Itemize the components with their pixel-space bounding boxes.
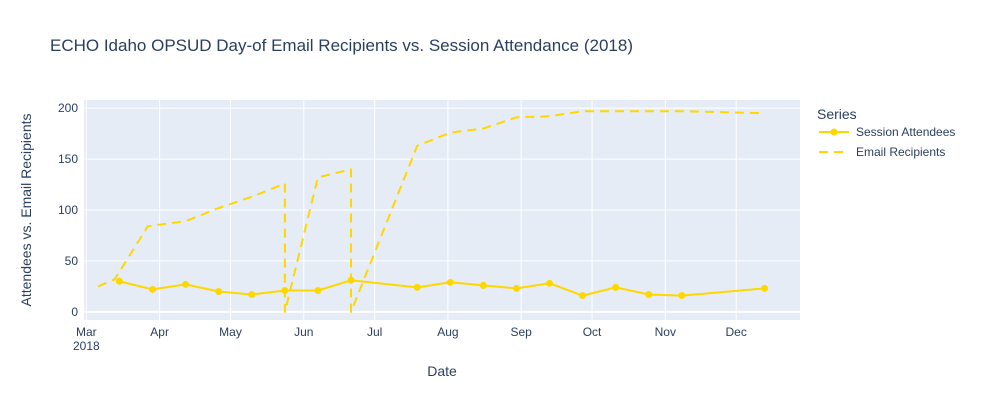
data-point <box>512 284 520 292</box>
y-tick-label: 50 <box>65 254 79 268</box>
grid <box>84 100 800 320</box>
data-point <box>761 284 769 292</box>
x-tick-label: Dec <box>726 325 747 339</box>
legend[interactable]: Series Session Attendees Email Recipients <box>817 106 955 159</box>
data-point <box>413 283 421 291</box>
data-point <box>645 291 653 299</box>
x-tick-sublabel: 2018 <box>73 339 100 353</box>
x-tick-label: Apr <box>150 325 169 339</box>
x-tick-label: Sep <box>510 325 532 339</box>
x-tick-label: Jul <box>367 325 382 339</box>
data-point <box>182 280 190 288</box>
data-point <box>248 291 256 299</box>
legend-swatch-marker <box>830 128 838 136</box>
legend-title: Series <box>817 106 857 122</box>
data-point <box>612 283 620 291</box>
legend-item[interactable]: Email Recipients <box>819 145 945 159</box>
series-line-0 <box>119 279 765 297</box>
data-point <box>479 281 487 289</box>
y-tick-label: 200 <box>58 101 78 115</box>
series-layer <box>97 110 769 313</box>
y-tick-label: 150 <box>58 152 78 166</box>
data-point <box>314 286 322 294</box>
y-axis-ticks: 0 50 100 150 200 <box>58 101 78 319</box>
x-tick-label: Aug <box>437 325 458 339</box>
x-tick-label: Jun <box>294 325 313 339</box>
data-point <box>115 277 123 285</box>
data-point <box>678 292 686 300</box>
chart-title: ECHO Idaho OPSUD Day-of Email Recipients… <box>50 36 633 55</box>
legend-label: Session Attendees <box>856 125 955 139</box>
x-tick-label: May <box>219 325 242 339</box>
x-tick-label: Nov <box>655 325 676 339</box>
legend-item[interactable]: Session Attendees <box>819 125 955 139</box>
x-tick-label: Oct <box>583 325 602 339</box>
legend-label: Email Recipients <box>856 145 945 159</box>
y-tick-label: 0 <box>71 305 78 319</box>
data-point <box>579 292 587 300</box>
data-point <box>215 287 223 295</box>
data-point <box>546 279 554 287</box>
series-line-1 <box>97 110 765 313</box>
x-tick-label: Mar <box>76 325 97 339</box>
x-axis-title: Date <box>427 363 457 379</box>
y-tick-label: 100 <box>58 203 78 217</box>
y-axis-title: Attendees vs. Email Recipients <box>18 114 34 307</box>
data-point <box>446 278 454 286</box>
data-point <box>149 285 157 293</box>
